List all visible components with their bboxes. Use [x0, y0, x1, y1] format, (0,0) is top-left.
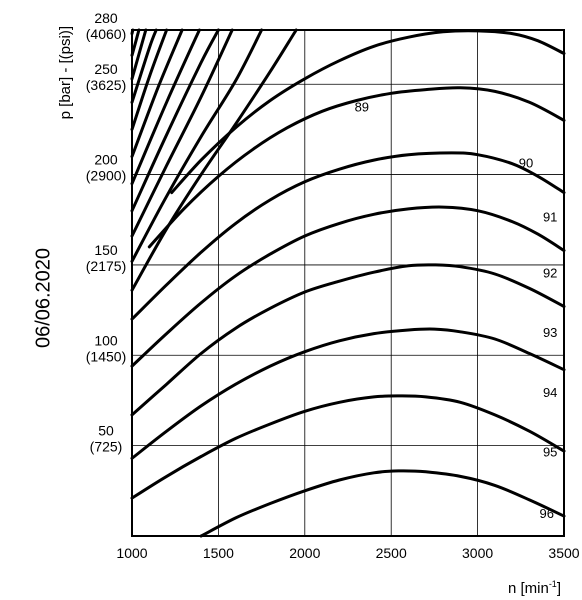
x-axis-title-suffix: ] [557, 580, 561, 597]
curve-label-90: 90 [519, 155, 533, 170]
efficiency-curves [130, 28, 566, 538]
efficiency-curve-96 [199, 469, 566, 538]
x-axis-title-superscript: -1 [549, 579, 557, 589]
efficiency-curve-90 [147, 86, 566, 249]
efficiency-curve-93 [130, 263, 566, 417]
iso-line [130, 28, 220, 213]
y-tick-label-bar: 200 [94, 152, 118, 168]
y-axis-title: p [bar] - [(psi)] [57, 26, 74, 119]
y-tick-label-bar: 280 [94, 10, 118, 26]
curve-label-93: 93 [543, 325, 557, 340]
efficiency-curve-91 [130, 151, 566, 321]
iso-line [130, 28, 201, 186]
x-axis-ticks: 1000 1500 2000 2500 3000 3500 [116, 545, 579, 561]
efficiency-curve-92 [130, 205, 566, 368]
x-axis-title: n [min-1] [508, 579, 561, 597]
x-tick-label: 2000 [289, 545, 320, 561]
x-tick-label: 1500 [203, 545, 234, 561]
y-axis-ticks: 280(4060)250(3625)200(2900)150(2175)100(… [86, 10, 126, 455]
efficiency-curve-95 [130, 394, 566, 500]
iso-line [130, 28, 158, 104]
y-tick-label-bar: 100 [94, 332, 118, 348]
x-tick-label: 3000 [462, 545, 493, 561]
y-tick-label-psi: (725) [90, 439, 123, 455]
iso-line [130, 28, 169, 131]
side-date-stamp: 06/06.2020 [32, 248, 54, 348]
grid [132, 30, 564, 536]
y-tick-label-psi: (4060) [86, 26, 126, 42]
curve-label-89: 89 [355, 99, 369, 114]
plot-frame [131, 29, 565, 537]
y-tick-label-psi: (2900) [86, 168, 126, 184]
x-tick-label: 3500 [548, 545, 579, 561]
curve-label-96: 96 [539, 506, 553, 521]
x-tick-label: 1000 [116, 545, 147, 561]
y-tick-label-psi: (2175) [86, 258, 126, 274]
y-tick-label-bar: 150 [94, 242, 118, 258]
y-tick-label-bar: 250 [94, 61, 118, 77]
y-tick-label-psi: (1450) [86, 348, 126, 364]
x-axis-title-main: n [min [508, 580, 549, 597]
iso-line [130, 28, 148, 81]
y-tick-label-bar: 50 [98, 423, 114, 439]
curve-label-94: 94 [543, 385, 557, 400]
curve-labels: 96 95 94 93 92 91 90 89 [355, 99, 558, 521]
x-tick-label: 2500 [376, 545, 407, 561]
iso-line [130, 28, 234, 238]
iso-line [130, 28, 264, 263]
iso-line [130, 28, 184, 158]
curve-label-92: 92 [543, 266, 557, 281]
iso-line [130, 28, 298, 292]
y-tick-label-psi: (3625) [86, 77, 126, 93]
curve-label-91: 91 [543, 210, 557, 225]
curve-label-95: 95 [543, 444, 557, 459]
efficiency-curve-89 [170, 29, 566, 195]
efficiency-curve-94 [130, 327, 566, 460]
